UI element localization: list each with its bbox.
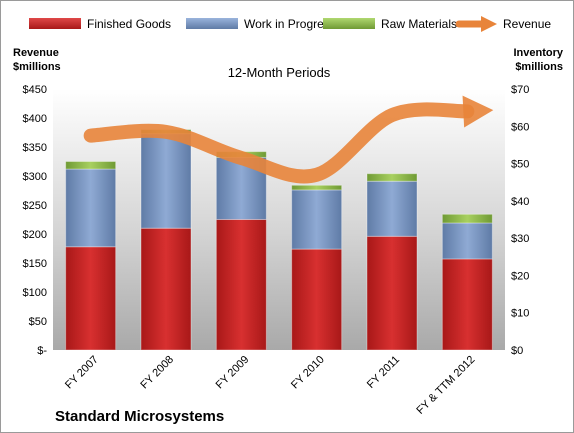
x-tick-label-fy-ttm-2012: FY & TTM 2012: [414, 354, 477, 417]
right-tick-label-30: $30: [511, 233, 529, 245]
x-tick-label-fy-2007: FY 2007: [63, 354, 101, 392]
x-tick-label-fy-2008: FY 2008: [138, 354, 176, 392]
left-tick-label-100: $100: [23, 287, 47, 299]
right-tick-label-0: $0: [511, 345, 523, 357]
bar-work-in-progress-fy-ttm-2012: [441, 222, 493, 260]
x-tick-label-fy-2011: FY 2011: [365, 354, 402, 391]
legend-item-finished-goods[interactable]: Finished Goods: [29, 17, 171, 31]
right-axis-title-line1: Inventory: [513, 47, 563, 59]
legend: Finished Goods Work in Progress Raw Mate…: [29, 16, 551, 32]
legend-label-work-in-progress: Work in Progress: [244, 17, 336, 31]
bar-finished-goods-fy-2010: [291, 248, 343, 351]
legend-label-revenue: Revenue: [503, 17, 551, 31]
right-tick-label-10: $10: [511, 308, 529, 320]
left-tick-label-400: $400: [23, 113, 47, 125]
legend-swatch-raw-materials: [323, 18, 375, 29]
bar-raw-materials-fy-2010: [291, 184, 343, 191]
revenue-arrow-head: [462, 95, 494, 128]
legend-item-work-in-progress[interactable]: Work in Progress: [186, 17, 336, 31]
left-axis-title-line1: Revenue: [13, 47, 59, 59]
bar-raw-materials-fy-ttm-2012: [441, 213, 493, 224]
chart-subtitle: 12-Month Periods: [228, 65, 331, 80]
left-tick-label-300: $300: [23, 171, 47, 183]
bar-work-in-progress-fy-2008: [140, 133, 192, 229]
bar-finished-goods-fy-2008: [140, 227, 192, 351]
bar-finished-goods-fy-2011: [366, 235, 418, 351]
bar-series-group: [65, 129, 493, 351]
right-axis-title-line2: $millions: [515, 61, 563, 73]
left-tick-label-150: $150: [23, 258, 47, 270]
left-axis-title-line2: $millions: [13, 61, 61, 73]
legend-arrow-head: [481, 16, 497, 32]
legend-label-finished-goods: Finished Goods: [87, 17, 171, 31]
left-tick-label-0: $-: [37, 345, 47, 357]
right-tick-label-60: $60: [511, 121, 529, 133]
right-tick-label-70: $70: [511, 84, 529, 96]
x-tick-label-fy-2009: FY 2009: [214, 354, 252, 392]
bar-finished-goods-fy-2007: [65, 246, 117, 351]
bar-finished-goods-fy-ttm-2012: [441, 258, 493, 351]
legend-swatch-finished-goods: [29, 18, 81, 29]
left-tick-label-200: $200: [23, 229, 47, 241]
right-tick-label-20: $20: [511, 270, 529, 282]
legend-label-raw-materials: Raw Materials: [381, 17, 457, 31]
bar-work-in-progress-fy-2010: [291, 189, 343, 250]
revenue-line: [83, 102, 475, 184]
right-tick-label-50: $50: [511, 159, 529, 171]
left-axis: $- $50 $100 $150 $200 $250 $300 $350 $400 $450: [23, 84, 48, 357]
right-tick-label-40: $40: [511, 196, 529, 208]
left-tick-label-350: $350: [23, 142, 47, 154]
left-tick-label-250: $250: [23, 200, 47, 212]
legend-item-revenue[interactable]: Revenue: [455, 16, 551, 32]
bar-work-in-progress-fy-2007: [65, 168, 117, 248]
x-tick-label-fy-2010: FY 2010: [289, 354, 327, 392]
left-tick-label-50: $50: [29, 316, 47, 328]
bar-work-in-progress-fy-2011: [366, 180, 418, 237]
left-tick-label-450: $450: [23, 84, 47, 96]
company-name: Standard Microsystems: [55, 408, 224, 425]
legend-swatch-work-in-progress: [186, 18, 238, 29]
right-axis: $0 $10 $20 $30 $40 $50 $60 $70: [511, 84, 529, 357]
revenue-line-group: [83, 95, 494, 184]
bar-raw-materials-fy-2011: [366, 173, 418, 182]
legend-item-raw-materials[interactable]: Raw Materials: [323, 17, 457, 31]
bar-raw-materials-fy-2007: [65, 161, 117, 170]
bar-finished-goods-fy-2009: [215, 219, 267, 351]
